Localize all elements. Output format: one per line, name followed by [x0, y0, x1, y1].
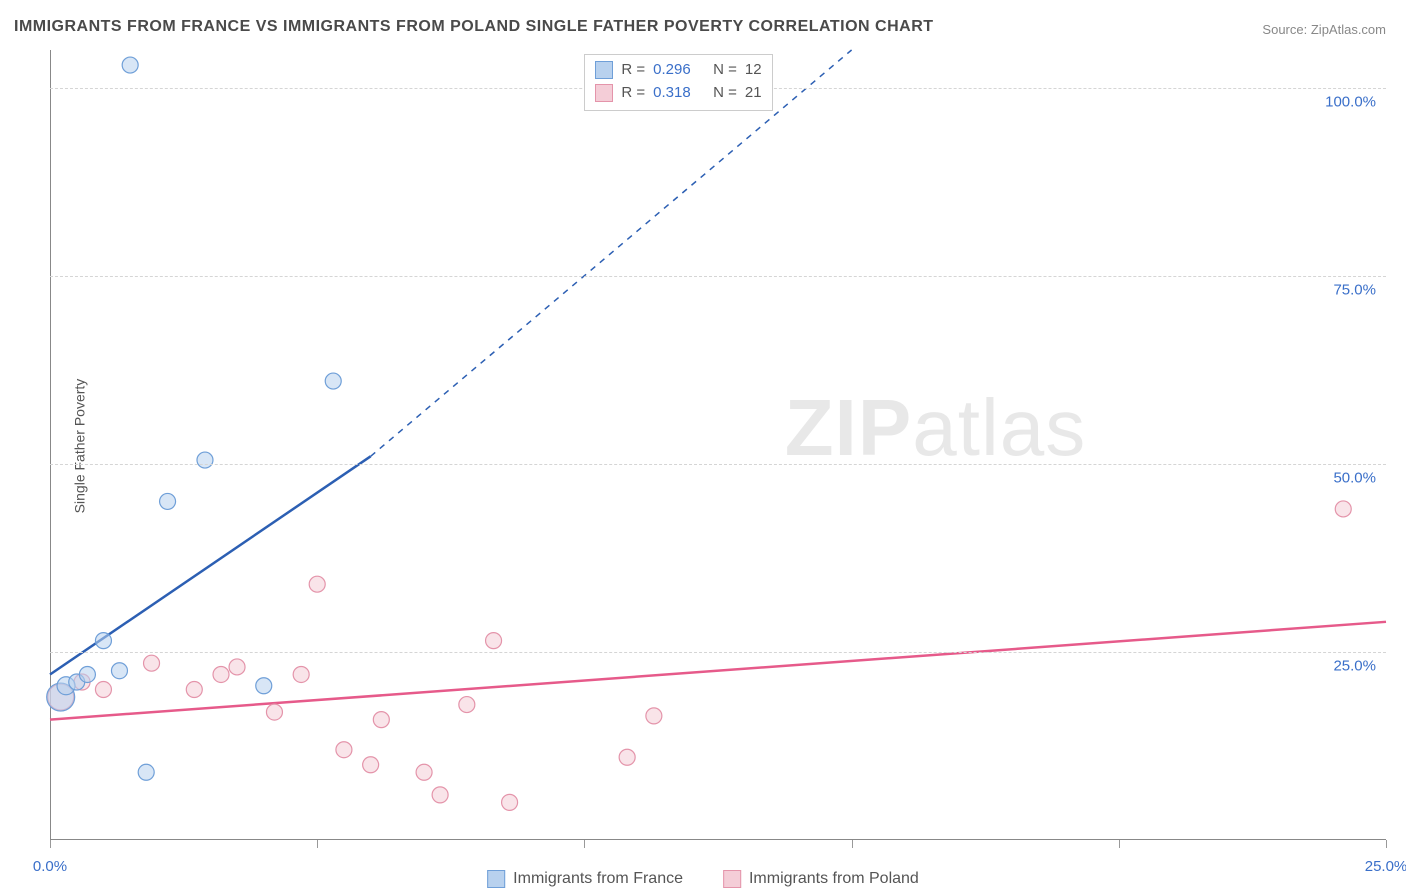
data-point-poland: [229, 659, 245, 675]
swatch-france: [595, 61, 613, 79]
r-label: R =: [621, 59, 645, 82]
data-point-poland: [416, 764, 432, 780]
data-point-poland: [186, 682, 202, 698]
x-tick-mark: [317, 840, 318, 848]
n-label: N =: [713, 59, 737, 82]
data-point-poland: [293, 666, 309, 682]
correlation-row-france: R = 0.296 N = 12: [595, 59, 761, 82]
legend-label-france: Immigrants from France: [513, 870, 683, 888]
grid-line: [50, 464, 1386, 465]
y-tick-label: 50.0%: [1333, 469, 1376, 486]
r-value: 0.318: [653, 82, 705, 105]
data-point-france: [138, 764, 154, 780]
legend-swatch-france: [487, 870, 505, 888]
x-tick-label: 25.0%: [1365, 858, 1406, 875]
data-point-france: [325, 373, 341, 389]
x-tick-mark: [50, 840, 51, 848]
data-point-poland: [373, 712, 389, 728]
data-point-france: [95, 633, 111, 649]
x-tick-mark: [584, 840, 585, 848]
y-tick-label: 100.0%: [1325, 93, 1376, 110]
data-point-poland: [646, 708, 662, 724]
swatch-poland: [595, 84, 613, 102]
data-point-poland: [432, 787, 448, 803]
data-point-france: [197, 452, 213, 468]
x-tick-mark: [1386, 840, 1387, 848]
grid-line: [50, 276, 1386, 277]
data-point-france: [160, 493, 176, 509]
source-label: Source:: [1262, 22, 1307, 37]
data-point-poland: [213, 666, 229, 682]
correlation-legend: R = 0.296 N = 12 R = 0.318 N = 21: [584, 54, 772, 111]
bottom-legend: Immigrants from France Immigrants from P…: [487, 870, 919, 888]
data-point-poland: [486, 633, 502, 649]
n-value: 21: [745, 82, 762, 105]
data-point-poland: [363, 757, 379, 773]
data-point-poland: [144, 655, 160, 671]
n-label: N =: [713, 82, 737, 105]
r-label: R =: [621, 82, 645, 105]
x-tick-mark: [852, 840, 853, 848]
data-point-france: [122, 57, 138, 73]
legend-item-france: Immigrants from France: [487, 870, 683, 888]
data-point-poland: [619, 749, 635, 765]
source-attribution: Source: ZipAtlas.com: [1262, 22, 1386, 37]
data-point-poland: [1335, 501, 1351, 517]
x-tick-mark: [1119, 840, 1120, 848]
source-value: ZipAtlas.com: [1311, 22, 1386, 37]
data-point-poland: [336, 742, 352, 758]
data-point-poland: [95, 682, 111, 698]
chart-plot-area: 25.0%50.0%75.0%100.0%0.0%25.0%ZIPatlasR …: [50, 50, 1386, 840]
data-point-poland: [266, 704, 282, 720]
y-tick-label: 75.0%: [1333, 281, 1376, 298]
data-point-poland: [502, 794, 518, 810]
y-tick-label: 25.0%: [1333, 657, 1376, 674]
correlation-row-poland: R = 0.318 N = 21: [595, 82, 761, 105]
n-value: 12: [745, 59, 762, 82]
data-point-france: [111, 663, 127, 679]
grid-line: [50, 652, 1386, 653]
data-point-france: [79, 666, 95, 682]
x-tick-label: 0.0%: [33, 858, 67, 875]
r-value: 0.296: [653, 59, 705, 82]
chart-title: IMMIGRANTS FROM FRANCE VS IMMIGRANTS FRO…: [14, 18, 934, 36]
chart-svg: [50, 50, 1386, 840]
legend-label-poland: Immigrants from Poland: [749, 870, 919, 888]
data-point-poland: [309, 576, 325, 592]
data-point-poland: [459, 697, 475, 713]
legend-swatch-poland: [723, 870, 741, 888]
data-point-france: [256, 678, 272, 694]
legend-item-poland: Immigrants from Poland: [723, 870, 919, 888]
